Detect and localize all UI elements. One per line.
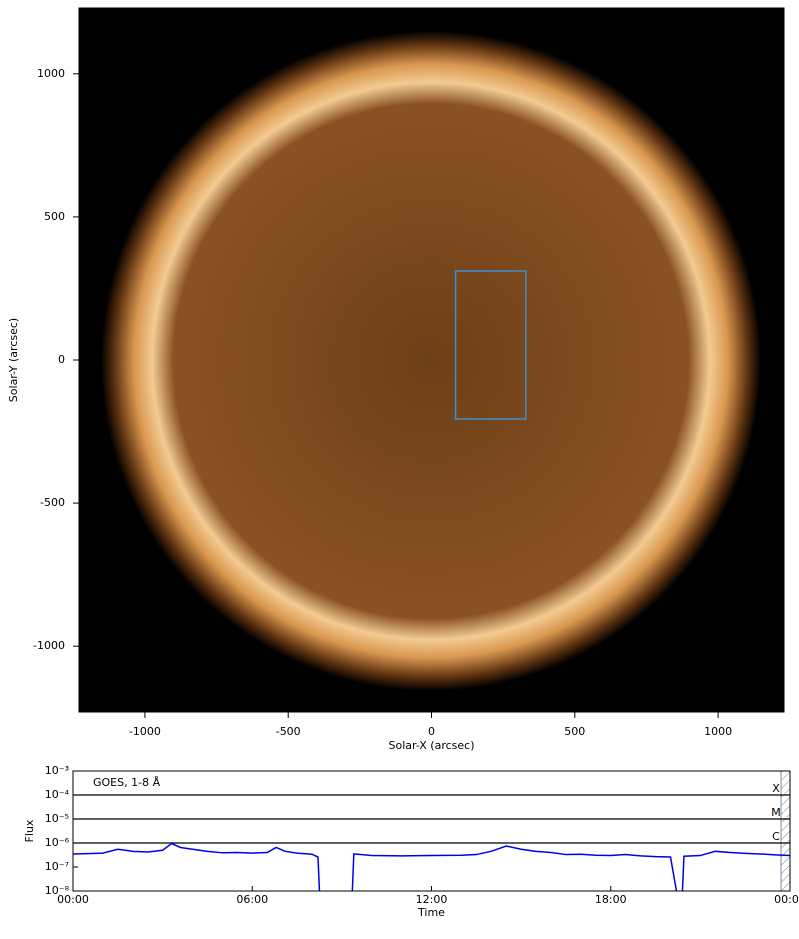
x-tick-label: 06:00 [236, 893, 268, 906]
x-axis-label: Solar-X (arcsec) [389, 739, 475, 752]
x-tick-label: 18:00 [595, 893, 627, 906]
y-tick-label: 1000 [37, 67, 65, 80]
x-tick-label: -500 [276, 725, 301, 738]
y-tick-label: 10⁻⁵ [45, 812, 69, 825]
x-tick-label: 00:00 [57, 893, 89, 906]
y-tick-label: 10⁻³ [45, 764, 69, 777]
y-tick-label: 0 [58, 353, 65, 366]
x-tick-label: 12:00 [416, 893, 448, 906]
y-tick-label: 10⁻⁷ [45, 860, 69, 873]
plot-frame [72, 770, 791, 892]
threshold-label: C [772, 830, 780, 843]
x-tick-label: 00:00 [774, 893, 799, 906]
y-tick-label: 500 [44, 210, 65, 223]
y-tick-label: 10⁻⁴ [45, 788, 70, 801]
x-tick-label: 500 [564, 725, 585, 738]
shaded-region [780, 770, 791, 892]
threshold-label: X [772, 782, 780, 795]
y-axis-label: Flux [23, 819, 36, 842]
x-tick-label: -1000 [129, 725, 161, 738]
y-tick-label: -500 [40, 496, 65, 509]
flux-line [72, 842, 791, 892]
threshold-label: M [771, 806, 781, 819]
y-tick-label: -1000 [33, 639, 65, 652]
x-tick-label: 0 [428, 725, 435, 738]
goes-axes: 00:0006:0012:0018:0000:0010⁻⁸10⁻⁷10⁻⁶10⁻… [23, 764, 799, 919]
region-box [454, 270, 527, 420]
x-tick-label: 1000 [704, 725, 732, 738]
y-tick-label: 10⁻⁸ [45, 884, 70, 897]
y-axis-label: Solar-Y (arcsec) [7, 318, 20, 402]
x-axis-label: Time [417, 906, 445, 919]
annotation: AIA 0193, 26-Sep-2013, 12:00:06 UT [120, 35, 322, 48]
image-axes: -1000 -500 0 500 1000 -1000 -500 0 500 1000 Solar-… [7, 35, 732, 752]
solar-disk [101, 31, 761, 691]
annotation: GOES, 1-8 Å [93, 776, 161, 789]
y-tick-label: 10⁻⁶ [45, 836, 70, 849]
